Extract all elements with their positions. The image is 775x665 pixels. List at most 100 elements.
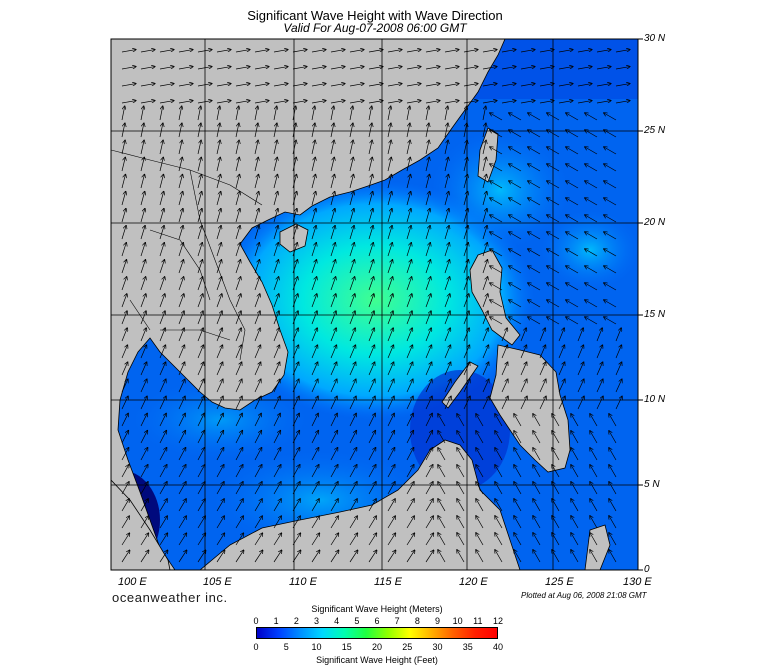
direction-arrow xyxy=(571,448,579,461)
direction-arrow xyxy=(254,550,263,563)
direction-arrow xyxy=(349,174,353,189)
direction-arrow xyxy=(368,516,376,529)
direction-arrow xyxy=(235,482,243,495)
direction-arrow xyxy=(330,209,335,223)
legend-meters-tick: 0 xyxy=(253,616,259,626)
legend-meters-tick: 9 xyxy=(434,616,441,626)
direction-arrow xyxy=(273,243,278,257)
direction-arrow xyxy=(216,362,223,376)
direction-arrow xyxy=(425,550,434,563)
direction-arrow xyxy=(216,101,231,104)
direction-arrow xyxy=(609,431,617,444)
direction-arrow xyxy=(368,362,375,376)
direction-arrow xyxy=(566,181,579,189)
direction-arrow xyxy=(368,157,372,172)
direction-arrow xyxy=(406,379,413,393)
direction-arrow xyxy=(197,311,203,325)
direction-arrow xyxy=(311,140,315,155)
direction-arrow xyxy=(387,431,394,444)
direction-arrow xyxy=(159,67,174,70)
direction-arrow xyxy=(457,448,465,461)
direction-arrow xyxy=(425,413,432,427)
direction-arrow xyxy=(604,300,617,308)
direction-arrow xyxy=(368,84,383,87)
direction-arrow xyxy=(463,294,469,308)
direction-arrow xyxy=(140,431,147,444)
direction-arrow xyxy=(533,482,541,495)
direction-arrow xyxy=(368,123,372,138)
direction-arrow xyxy=(490,232,503,240)
direction-arrow xyxy=(159,379,166,393)
direction-arrow xyxy=(197,499,205,512)
direction-arrow xyxy=(311,106,315,121)
direction-arrow xyxy=(311,533,319,546)
direction-arrow xyxy=(292,67,307,70)
direction-arrow xyxy=(330,243,335,257)
direction-arrow xyxy=(406,260,411,274)
direction-arrow xyxy=(482,294,488,308)
direction-arrow xyxy=(406,277,412,291)
direction-arrow xyxy=(273,448,281,461)
direction-arrow xyxy=(178,345,184,359)
direction-arrow xyxy=(539,396,546,410)
direction-arrow xyxy=(590,499,598,512)
direction-arrow xyxy=(368,448,376,461)
direction-arrow xyxy=(216,328,222,342)
direction-arrow xyxy=(501,328,507,342)
direction-arrow xyxy=(273,123,277,138)
direction-arrow xyxy=(140,482,148,495)
direction-arrow xyxy=(596,67,611,70)
direction-arrow xyxy=(311,311,317,325)
direction-arrow xyxy=(387,448,395,461)
direction-arrow xyxy=(520,328,526,342)
direction-arrow xyxy=(368,431,375,444)
direction-arrow xyxy=(235,209,240,223)
direction-arrow xyxy=(387,516,395,529)
direction-arrow xyxy=(539,328,545,342)
direction-arrow xyxy=(311,157,315,172)
direction-arrow xyxy=(349,260,354,274)
legend-meters-tick: 12 xyxy=(492,616,504,626)
direction-arrow xyxy=(566,198,579,206)
direction-arrow xyxy=(292,50,307,53)
direction-arrow xyxy=(140,396,147,410)
legend-meters-tick: 10 xyxy=(452,616,463,626)
direction-arrow xyxy=(495,465,503,478)
direction-arrow xyxy=(533,465,541,478)
direction-arrow xyxy=(292,260,297,274)
direction-arrow xyxy=(457,550,465,563)
direction-arrow xyxy=(387,243,392,257)
direction-arrow xyxy=(311,379,318,393)
direction-arrow xyxy=(533,414,541,427)
direction-arrow xyxy=(178,174,182,189)
direction-arrow xyxy=(425,209,430,223)
direction-arrow xyxy=(463,123,467,138)
direction-arrow xyxy=(197,260,202,274)
direction-arrow xyxy=(387,209,392,223)
direction-arrow xyxy=(596,362,603,376)
direction-arrow xyxy=(444,84,459,87)
direction-arrow xyxy=(482,67,497,70)
direction-arrow xyxy=(490,181,503,189)
direction-arrow xyxy=(235,157,239,172)
direction-arrow xyxy=(547,232,560,240)
direction-arrow xyxy=(311,226,316,240)
direction-arrow xyxy=(159,157,163,172)
direction-arrow xyxy=(514,448,522,461)
direction-arrow xyxy=(159,328,165,342)
direction-arrow xyxy=(509,130,522,138)
direction-arrow xyxy=(330,123,334,138)
direction-arrow xyxy=(406,106,410,121)
direction-arrow xyxy=(406,550,415,563)
direction-arrow xyxy=(197,294,203,308)
direction-arrow xyxy=(121,533,129,546)
direction-arrow xyxy=(368,379,375,393)
direction-arrow xyxy=(514,465,522,478)
direction-arrow xyxy=(425,379,432,393)
legend-meters-tick: 4 xyxy=(334,616,340,626)
direction-arrow xyxy=(254,311,260,325)
direction-arrow xyxy=(509,249,522,257)
direction-arrow xyxy=(368,533,376,546)
direction-arrow xyxy=(482,311,488,325)
direction-arrow xyxy=(292,396,299,410)
